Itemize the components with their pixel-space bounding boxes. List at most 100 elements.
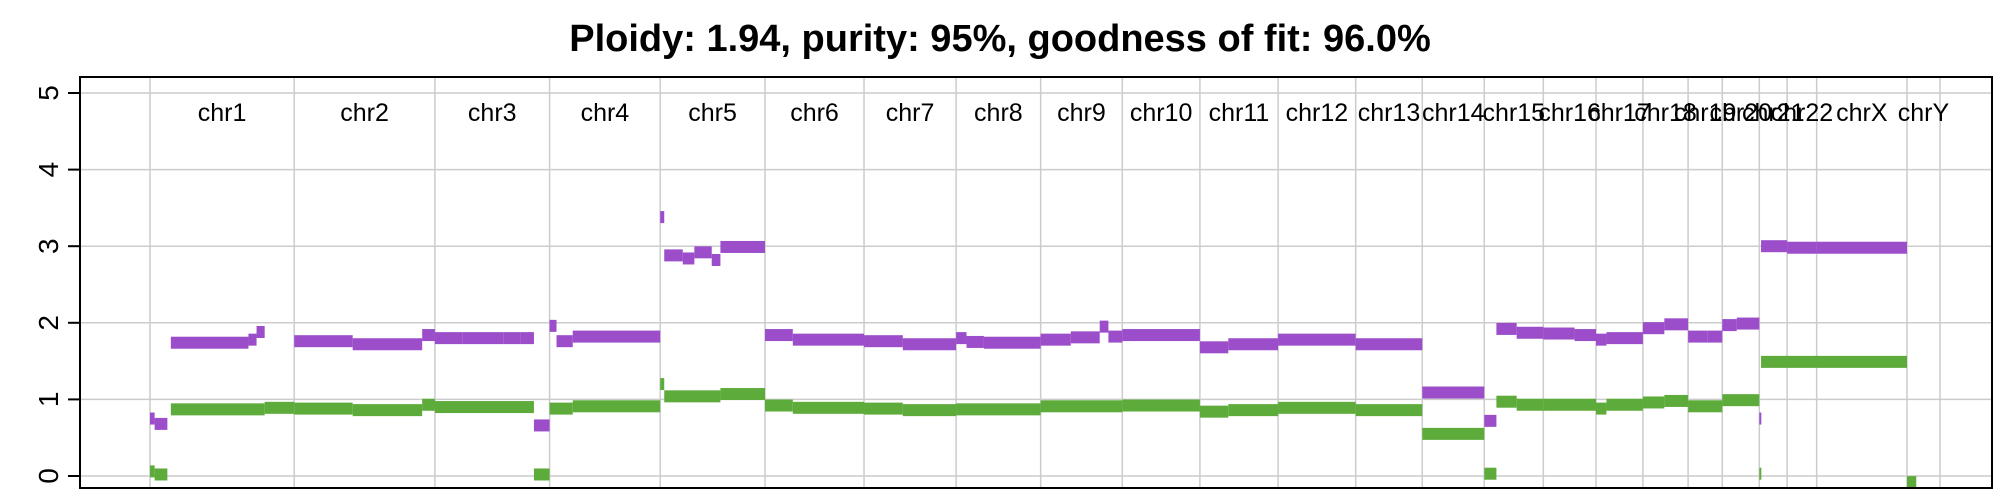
total-segment (966, 335, 984, 348)
minor-segment (1543, 398, 1597, 411)
minor-segment (1596, 402, 1607, 415)
total-segment (572, 330, 661, 343)
total-segment (1422, 386, 1485, 399)
minor-segment (150, 465, 155, 478)
total-segment (1761, 240, 1788, 253)
y-tick-label: 0 (33, 468, 64, 484)
total-segment (864, 335, 903, 348)
chromosome-label: chr5 (688, 99, 737, 127)
chromosome-label: chr12 (1286, 99, 1349, 127)
total-segment (1199, 341, 1229, 354)
plot-frame (79, 76, 1993, 489)
minor-segment (1761, 355, 1907, 368)
minor-segment (1516, 398, 1544, 411)
chromosome-labels: chr1 chr2 chr3 chr4 chr5 chr6 chr7 chr8 chr9 chr1… (198, 99, 1950, 127)
minor-segment (1355, 404, 1423, 417)
total-segment (792, 333, 865, 346)
minor-segment (1040, 400, 1123, 413)
chromosome-label: chr19 (1674, 99, 1737, 127)
chromosome-label: chr21 (1742, 99, 1805, 127)
minor-segment (294, 402, 353, 415)
total-segment (664, 249, 683, 262)
y-tick-label: 5 (33, 85, 64, 101)
minor-segment (1664, 394, 1689, 407)
y-tick-label: 4 (33, 162, 64, 178)
total-segment (1070, 331, 1100, 344)
total-segment (1642, 322, 1665, 335)
total-segment (549, 319, 557, 332)
total-segment (660, 211, 665, 224)
chromosome-label: chr8 (974, 99, 1023, 127)
chromosome-label: chr9 (1057, 99, 1106, 127)
y-tick-label: 2 (33, 315, 64, 331)
total-segment (294, 335, 353, 348)
total-segment (1122, 329, 1200, 342)
total-segment (1707, 330, 1723, 343)
minor-segment (1642, 396, 1665, 409)
minor-segment (549, 402, 573, 415)
chromosome-label: chr14 (1422, 99, 1485, 127)
minor-segment (572, 400, 661, 413)
total-segment (503, 332, 521, 345)
y-axis: 0 1 2 3 4 5 (33, 85, 80, 484)
total-segment (1543, 327, 1575, 340)
chromosome-label: chr20 (1710, 99, 1773, 127)
minor-segment (264, 401, 295, 414)
minor-segment (1228, 404, 1279, 417)
chart-title: Ploidy: 1.94, purity: 95%, goodness of f… (569, 18, 1431, 60)
chromosome-label: chr3 (468, 99, 517, 127)
total-segment (352, 338, 423, 351)
minor-segment (352, 404, 423, 417)
chromosome-label: chr2 (340, 99, 389, 127)
y-tick-label: 3 (33, 238, 64, 254)
total-segment (902, 338, 957, 351)
total-segment (956, 332, 967, 345)
minor-segment (1278, 401, 1356, 414)
total-segment (520, 332, 534, 345)
total-segment (1596, 333, 1607, 346)
minor-segment (1422, 427, 1485, 440)
minor-segment (1606, 398, 1643, 411)
total-copy-number-series (150, 211, 1907, 432)
minor-segment (902, 404, 957, 417)
total-segment (462, 332, 504, 345)
total-segment (533, 419, 550, 432)
chromosome-label: chr15 (1483, 99, 1546, 127)
total-segment (1040, 333, 1071, 346)
total-segment (150, 412, 155, 425)
total-segment (1574, 329, 1597, 342)
total-segment (1108, 330, 1123, 343)
total-segment (1736, 317, 1760, 330)
grid-lines (80, 77, 1992, 488)
total-segment (1355, 338, 1423, 351)
chromosome-label: chr13 (1358, 99, 1421, 127)
chromosome-label: chr16 (1538, 99, 1601, 127)
total-segment (720, 240, 766, 253)
minor-segment (1122, 399, 1200, 412)
total-segment (422, 329, 435, 342)
total-segment (1496, 322, 1517, 335)
chromosome-label: chr1 (198, 99, 247, 127)
total-segment (983, 336, 1041, 349)
total-segment (1816, 241, 1907, 254)
total-segment (1099, 320, 1109, 333)
minor-segment (1722, 394, 1760, 407)
chromosome-label: chrY (1898, 99, 1950, 127)
total-segment (1228, 338, 1279, 351)
total-segment (1606, 332, 1643, 345)
chromosome-label: chr17 (1588, 99, 1651, 127)
total-segment (434, 332, 463, 345)
minor-segment (1906, 476, 1917, 489)
total-segment (1722, 319, 1737, 332)
minor-segment (1484, 467, 1497, 480)
chromosome-label: chrX (1836, 99, 1888, 127)
minor-segment (154, 468, 168, 481)
total-segment (765, 329, 793, 342)
minor-segment (533, 468, 550, 481)
total-segment (556, 335, 573, 348)
chromosome-label: chr11 (1209, 99, 1270, 127)
total-segment (1787, 241, 1817, 254)
chromosome-label: chr22 (1771, 99, 1834, 127)
total-segment (1664, 318, 1689, 331)
